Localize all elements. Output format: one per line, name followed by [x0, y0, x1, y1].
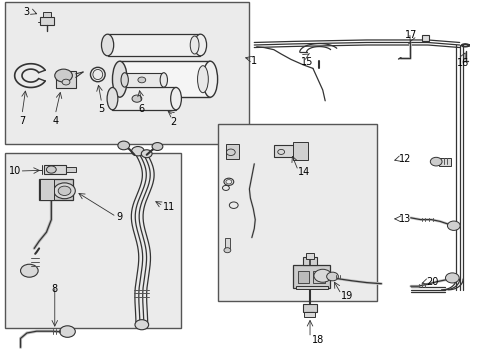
Ellipse shape: [160, 73, 167, 87]
Bar: [112, 87, 176, 110]
Text: 19: 19: [341, 291, 353, 301]
Text: 8: 8: [52, 284, 58, 294]
Text: 2: 2: [170, 117, 176, 127]
Text: 1: 1: [250, 56, 257, 66]
Bar: [293, 265, 329, 288]
Ellipse shape: [197, 66, 208, 93]
Text: 9: 9: [116, 212, 122, 222]
Bar: [273, 145, 300, 157]
Circle shape: [58, 186, 71, 195]
Bar: [5, 153, 181, 328]
Bar: [56, 71, 76, 88]
Circle shape: [141, 150, 152, 158]
Text: 5: 5: [99, 104, 104, 114]
Circle shape: [152, 143, 163, 150]
Text: 10: 10: [9, 166, 21, 176]
Text: 6: 6: [139, 104, 144, 114]
Bar: [39, 179, 73, 200]
Circle shape: [20, 264, 38, 277]
Ellipse shape: [194, 34, 206, 56]
Bar: [40, 179, 54, 200]
Bar: [305, 253, 314, 259]
Bar: [120, 61, 210, 97]
Bar: [304, 312, 314, 317]
Text: 18: 18: [311, 335, 323, 345]
Text: 7: 7: [19, 116, 25, 126]
Ellipse shape: [203, 61, 217, 97]
Bar: [421, 35, 428, 41]
Text: 17: 17: [404, 30, 416, 40]
Bar: [298, 271, 308, 283]
Circle shape: [313, 269, 331, 282]
Bar: [295, 286, 327, 289]
Bar: [293, 142, 307, 160]
Bar: [5, 2, 249, 144]
Bar: [303, 304, 316, 312]
Text: 4: 4: [52, 116, 58, 126]
Text: 11: 11: [163, 202, 175, 212]
Text: 15: 15: [300, 57, 313, 67]
Circle shape: [55, 69, 72, 82]
Circle shape: [135, 320, 148, 330]
Bar: [438, 158, 450, 166]
Circle shape: [447, 221, 459, 230]
Bar: [226, 144, 238, 159]
Ellipse shape: [170, 87, 181, 110]
Text: 13: 13: [398, 214, 410, 224]
Ellipse shape: [107, 87, 118, 110]
Text: 12: 12: [398, 154, 410, 164]
Text: 14: 14: [298, 167, 310, 177]
Circle shape: [118, 141, 129, 150]
Ellipse shape: [112, 61, 127, 97]
Bar: [107, 34, 200, 56]
Circle shape: [326, 272, 338, 281]
Circle shape: [46, 166, 56, 173]
Text: 3: 3: [23, 7, 29, 17]
Text: 20: 20: [426, 277, 438, 287]
Circle shape: [132, 95, 142, 102]
Ellipse shape: [121, 73, 128, 87]
Circle shape: [429, 157, 441, 166]
Circle shape: [224, 248, 230, 253]
Bar: [224, 238, 229, 248]
Circle shape: [445, 273, 458, 283]
Circle shape: [138, 77, 145, 83]
Bar: [124, 73, 163, 87]
Circle shape: [131, 147, 144, 156]
Bar: [312, 271, 325, 283]
Bar: [43, 12, 51, 17]
Bar: [40, 17, 54, 25]
Circle shape: [62, 79, 70, 85]
Ellipse shape: [190, 36, 199, 54]
Bar: [66, 167, 76, 172]
Bar: [44, 165, 66, 174]
Bar: [303, 257, 316, 265]
Bar: [217, 124, 376, 301]
Ellipse shape: [102, 34, 113, 56]
Text: 16: 16: [456, 58, 469, 68]
Circle shape: [60, 326, 75, 337]
Circle shape: [54, 183, 75, 199]
